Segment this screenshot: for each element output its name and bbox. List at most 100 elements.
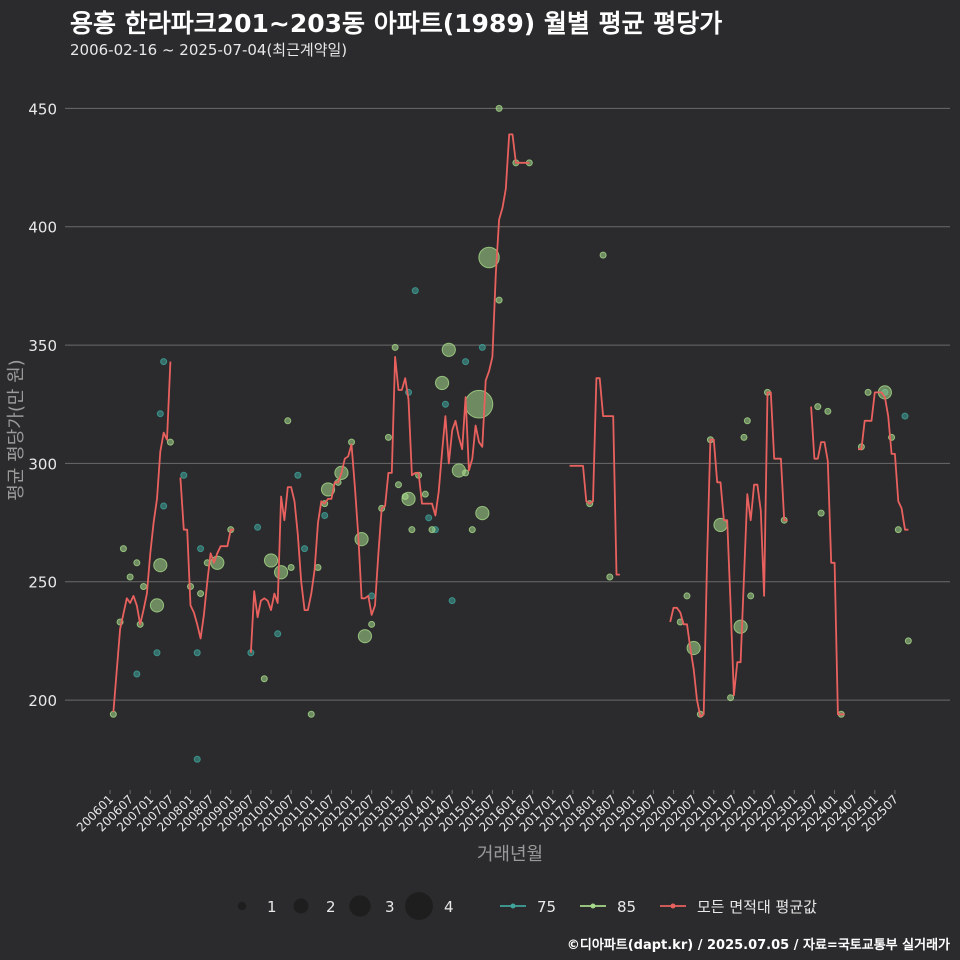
- legend-color-label: 75: [537, 898, 556, 916]
- mean-line-segment: [858, 391, 909, 531]
- scatter-point-85: [733, 619, 748, 634]
- scatter-point-85: [354, 532, 369, 547]
- scatter-point-75: [153, 649, 161, 657]
- legend-size-label: 1: [267, 898, 277, 916]
- scatter-point-85: [599, 251, 607, 259]
- scatter-point-75: [180, 471, 188, 479]
- scatter-point-85: [401, 491, 416, 506]
- scatter-point-75: [294, 471, 302, 479]
- scatter-point-75: [411, 287, 419, 295]
- scatter-point-85: [904, 637, 912, 645]
- scatter-point-85: [287, 564, 295, 572]
- legend-color-dot: [510, 903, 516, 909]
- scatter-point-85: [727, 694, 735, 702]
- x-axis-title: 거래년월: [477, 844, 543, 865]
- scatter-point-85: [307, 710, 315, 718]
- mean-line-segment: [810, 406, 845, 716]
- scatter-point-75: [321, 511, 329, 519]
- legend: 1 2 3 4 75 85 모든 면적대 평균값: [237, 892, 817, 920]
- scatter-point-85: [475, 505, 490, 521]
- scatter-point-85: [441, 342, 456, 357]
- scatter-point-85: [824, 407, 832, 415]
- scatter-point-75: [156, 410, 164, 418]
- scatter-point-85: [357, 629, 373, 644]
- scatter-point-75: [274, 630, 282, 638]
- scatter-point-85: [284, 417, 292, 425]
- scatter-point-85: [368, 620, 376, 628]
- scatter-point-85: [428, 526, 436, 534]
- scatter-point-85: [478, 246, 500, 269]
- legend-color-dot: [590, 903, 596, 909]
- scatter-point-85: [468, 526, 476, 534]
- scatter-point-85: [314, 564, 322, 572]
- scatter-point-85: [421, 490, 429, 498]
- y-tick-label: 400: [28, 219, 57, 237]
- scatter-point-75: [425, 514, 433, 522]
- scatter-point-75: [478, 343, 486, 351]
- legend-size-swatch: [237, 901, 247, 911]
- legend-color-dot: [670, 903, 676, 909]
- y-axis-title: 평균 평당가(만 원): [6, 359, 27, 500]
- legend-color-label: 85: [617, 898, 636, 916]
- legend-size-swatch: [349, 895, 371, 917]
- scatter-point-85: [149, 598, 165, 613]
- scatter-point-85: [133, 559, 141, 567]
- mark-layer: [109, 104, 912, 763]
- legend-size-label: 2: [326, 898, 336, 916]
- scatter-point-85: [683, 592, 691, 600]
- mean-line-segment: [179, 477, 235, 640]
- scatter-point-85: [495, 104, 503, 112]
- scatter-point-75: [901, 412, 909, 420]
- mean-line-segment: [569, 377, 620, 576]
- y-tick-label: 200: [28, 692, 57, 710]
- legend-size-label: 3: [385, 898, 395, 916]
- scatter-point-75: [254, 523, 262, 531]
- scatter-point-75: [133, 670, 141, 678]
- scatter-point-85: [394, 481, 402, 489]
- scatter-point-75: [301, 545, 309, 553]
- scatter-point-85: [140, 582, 148, 590]
- scatter-point-85: [495, 296, 503, 304]
- scatter-point-85: [153, 558, 168, 573]
- scatter-point-85: [384, 433, 392, 441]
- legend-size-swatch: [293, 898, 309, 914]
- scatter-point-75: [160, 502, 168, 510]
- scatter-point-85: [260, 675, 268, 683]
- chart-subtitle: 2006-02-16 ~ 2025-07-04(최근계약일): [70, 41, 348, 59]
- scatter-point-85: [462, 469, 470, 477]
- chart-title: 용흥 한라파크201~203동 아파트(1989) 월별 평균 평당가: [70, 9, 723, 38]
- scatter-point-85: [391, 343, 399, 351]
- scatter-point-85: [166, 438, 174, 446]
- mean-line-segment: [112, 361, 172, 712]
- scatter-point-75: [448, 597, 456, 605]
- scatter-point-85: [273, 565, 289, 580]
- grid-layer: [65, 107, 950, 701]
- scatter-point-85: [743, 417, 751, 425]
- scatter-point-75: [160, 358, 168, 366]
- scatter-point-85: [263, 553, 279, 568]
- scatter-point-85: [606, 573, 614, 581]
- scatter-point-85: [894, 526, 902, 534]
- scatter-point-85: [864, 388, 872, 396]
- scatter-point-75: [197, 545, 205, 553]
- scatter-point-85: [814, 403, 822, 411]
- scatter-point-85: [119, 545, 127, 553]
- scatter-point-85: [747, 592, 755, 600]
- scatter-point-85: [210, 555, 225, 570]
- scatter-point-75: [193, 649, 201, 657]
- scatter-point-75: [193, 755, 201, 763]
- legend-size-swatch: [405, 892, 433, 920]
- source-caption: ©디아파트(dapt.kr) / 2025.07.05 / 자료=국토교통부 실…: [566, 938, 950, 953]
- scatter-point-85: [434, 375, 450, 391]
- scatter-point-85: [817, 509, 825, 517]
- legend-size-label: 4: [444, 898, 454, 916]
- mean-line-segment: [250, 133, 530, 653]
- scatter-point-85: [740, 433, 748, 441]
- scatter-point-85: [197, 590, 205, 598]
- scatter-point-85: [126, 573, 134, 581]
- scatter-point-85: [408, 526, 416, 534]
- y-tick-label: 300: [28, 455, 57, 473]
- scatter-point-75: [441, 400, 449, 408]
- y-tick-label: 250: [28, 574, 57, 592]
